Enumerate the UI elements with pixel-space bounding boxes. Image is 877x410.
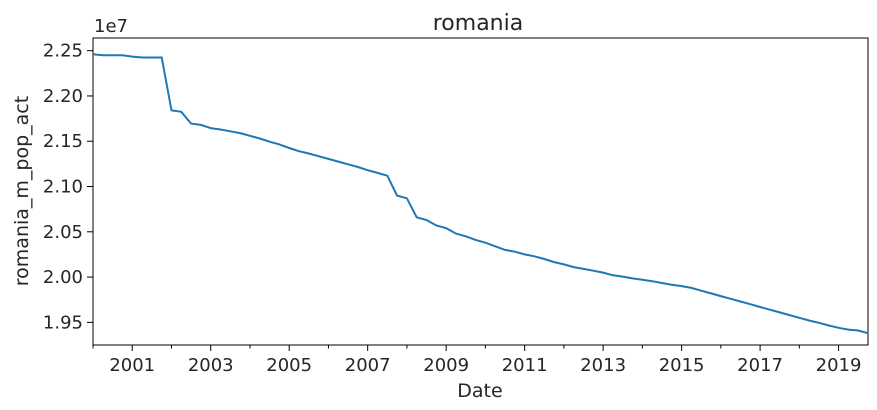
x-tick-label: 2011 xyxy=(502,355,548,376)
y-tick-label: 2.00 xyxy=(43,267,83,288)
x-axis-label: Date xyxy=(457,380,502,402)
x-axis: 2001 2003 2005 2007 2009 2011 2013 2015 2017 2019 xyxy=(92,345,862,376)
y-axis-label: romania_m_pop_act xyxy=(11,96,33,286)
x-tick-label: 2019 xyxy=(816,355,862,376)
y-tick-label: 2.15 xyxy=(43,131,83,152)
x-tick-label: 2001 xyxy=(109,355,155,376)
plot-area xyxy=(92,37,869,346)
y-axis-offset-label: 1e7 xyxy=(94,16,128,37)
series-line xyxy=(92,53,869,335)
y-tick-label: 2.25 xyxy=(43,41,83,62)
x-tick-label: 2015 xyxy=(659,355,705,376)
y-tick-label: 2.20 xyxy=(43,86,83,107)
y-tick-label: 1.95 xyxy=(43,312,83,333)
x-tick-label: 2017 xyxy=(737,355,783,376)
x-tick-label: 2003 xyxy=(188,355,234,376)
chart-title: romania xyxy=(433,11,523,36)
x-tick-label: 2013 xyxy=(580,355,626,376)
y-tick-label: 2.05 xyxy=(43,222,83,243)
x-tick-label: 2005 xyxy=(266,355,312,376)
y-tick-label: 2.10 xyxy=(43,177,83,198)
x-tick-label: 2007 xyxy=(345,355,391,376)
y-axis: 1.95 2.00 2.05 2.10 2.15 2.20 2.25 xyxy=(43,41,93,333)
x-tick-label: 2009 xyxy=(423,355,469,376)
